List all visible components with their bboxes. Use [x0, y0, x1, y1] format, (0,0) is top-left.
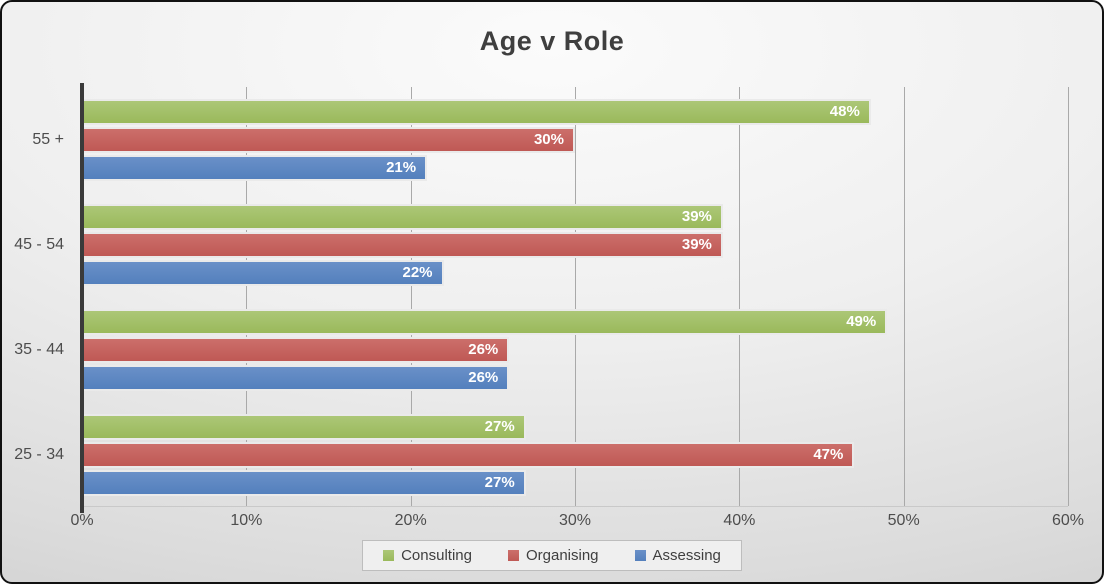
bar-assessing: 27%	[82, 469, 526, 496]
bar-assessing: 21%	[82, 154, 428, 181]
legend-item-assessing: Assessing	[634, 547, 721, 564]
bar-group: 27% 47% 27%	[82, 402, 1068, 507]
value-label: 39%	[681, 208, 712, 225]
value-label: 26%	[468, 369, 499, 386]
x-axis-label: 0%	[70, 512, 94, 529]
value-label: 47%	[813, 446, 844, 463]
x-axis-label: 40%	[723, 512, 756, 529]
x-axis-label: 20%	[394, 512, 427, 529]
bar-organising: 39%	[82, 231, 723, 258]
bar-organising: 26%	[82, 336, 510, 363]
y-axis-label: 55 +	[32, 130, 64, 148]
legend: Consulting Organising Assessing	[362, 540, 742, 571]
y-axis-label: 35 - 44	[14, 340, 64, 358]
value-label: 39%	[681, 236, 712, 253]
legend-label: Organising	[525, 547, 599, 564]
bar-consulting: 27%	[82, 413, 526, 440]
bar-group: 39% 39% 22%	[82, 192, 1068, 297]
legend-marker-icon	[507, 550, 519, 561]
x-axis-label: 60%	[1051, 512, 1085, 529]
bar-consulting: 48%	[82, 98, 871, 125]
y-axis-labels: 55 + 45 - 54 35 - 44 25 - 34	[2, 87, 68, 507]
bar-consulting: 49%	[82, 308, 888, 335]
legend-label: Consulting	[401, 547, 472, 564]
gridline	[246, 87, 248, 506]
chart-title: Age v Role	[479, 26, 625, 56]
value-label: 30%	[533, 131, 564, 148]
value-label: 27%	[484, 418, 515, 435]
legend-label: Assessing	[652, 547, 721, 564]
value-label: 22%	[402, 264, 433, 281]
x-axis-label: 50%	[887, 512, 920, 529]
bar-assessing: 22%	[82, 259, 444, 286]
value-label: 49%	[846, 313, 877, 330]
value-label: 26%	[468, 341, 499, 358]
bar-organising: 47%	[82, 441, 855, 468]
gridline	[903, 87, 905, 506]
bar-organising: 30%	[82, 126, 575, 153]
gridline	[575, 87, 576, 506]
legend-item-organising: Organising	[507, 547, 599, 564]
legend-marker-icon	[634, 550, 646, 561]
gridline	[739, 87, 741, 506]
legend-wrap: Consulting Organising Assessing	[2, 540, 1102, 571]
value-label: 48%	[829, 103, 860, 120]
bar-group: 49% 26% 26%	[82, 297, 1068, 402]
x-axis-label: 10%	[230, 512, 263, 529]
bar-consulting: 39%	[82, 203, 723, 230]
value-label: 27%	[484, 474, 515, 491]
x-axis-labels: 0% 10% 20% 30% 40% 50% 60%	[70, 512, 1084, 532]
y-axis-label: 45 - 54	[14, 235, 64, 253]
value-label: 21%	[386, 159, 417, 176]
gridline	[1068, 87, 1069, 506]
y-axis-label: 25 - 34	[14, 445, 64, 463]
bar-group: 48% 30% 21%	[82, 87, 1068, 192]
legend-marker-icon	[383, 550, 395, 561]
bar-assessing: 26%	[82, 364, 510, 391]
plot-area: 48% 30% 21% 39% 39% 22% 49% 26% 26% 27% 47% 27%	[80, 83, 1069, 513]
legend-item-consulting: Consulting	[383, 547, 472, 564]
y-axis-line	[80, 83, 84, 513]
gridline	[410, 87, 412, 506]
x-axis-label: 30%	[558, 512, 592, 529]
